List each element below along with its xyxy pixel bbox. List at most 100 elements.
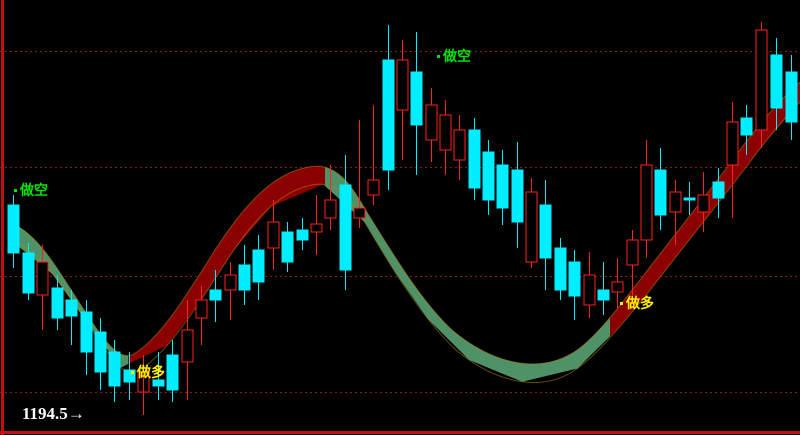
annotation-label: 做多 xyxy=(626,296,654,312)
candle-29 xyxy=(425,88,438,162)
candle-body xyxy=(296,229,309,241)
candle-body xyxy=(353,207,366,219)
candle-body xyxy=(785,71,798,123)
annotation-label: 做空 xyxy=(443,49,471,65)
candle-20 xyxy=(296,218,309,250)
candle-body xyxy=(80,311,93,353)
candle-body xyxy=(65,299,78,317)
candle-body xyxy=(22,252,35,294)
candle-6 xyxy=(94,318,107,390)
candle-54 xyxy=(785,55,798,140)
candle-body xyxy=(152,379,165,387)
candle-8 xyxy=(123,352,136,400)
candle-10 xyxy=(152,352,165,400)
price-value: 1194.5 xyxy=(22,404,68,423)
candle-body xyxy=(281,231,294,263)
annotation-long-2: 做多 xyxy=(620,297,654,311)
candle-52 xyxy=(755,22,768,148)
candle-body xyxy=(310,223,323,233)
candle-47 xyxy=(683,182,696,215)
candle-body xyxy=(755,29,768,131)
candle-43 xyxy=(626,230,639,295)
candle-body xyxy=(382,59,395,171)
price-arrow-icon: → xyxy=(67,404,85,423)
marker-dot xyxy=(437,54,440,58)
candle-7 xyxy=(108,340,121,402)
candle-body xyxy=(123,369,136,383)
candle-36 xyxy=(525,178,538,268)
candle-body xyxy=(683,197,696,201)
candle-body xyxy=(626,239,639,266)
candle-17 xyxy=(252,235,265,300)
candle-53 xyxy=(770,38,783,130)
candle-body xyxy=(324,199,337,219)
candle-body xyxy=(195,299,208,319)
candle-body xyxy=(209,289,222,301)
marker-dot xyxy=(620,301,623,305)
candle-18 xyxy=(267,200,280,270)
candle-body xyxy=(496,164,509,209)
marker-dot xyxy=(131,370,134,374)
candle-46 xyxy=(669,180,682,245)
ribbon-segment-bullish-1 xyxy=(128,166,325,365)
trend-ribbon xyxy=(7,81,800,383)
candle-21 xyxy=(310,195,323,255)
candle-30 xyxy=(439,100,452,175)
candle-48 xyxy=(697,172,710,232)
candle-body xyxy=(669,191,682,213)
candle-32 xyxy=(468,118,481,200)
candle-body xyxy=(568,261,581,297)
candle-11 xyxy=(166,340,179,402)
candle-22 xyxy=(324,165,337,230)
candle-24 xyxy=(353,120,366,228)
annotation-label: 做空 xyxy=(20,183,48,199)
candle-4 xyxy=(65,290,78,345)
price-axis-label: 1194.5→ xyxy=(22,405,85,422)
candle-40 xyxy=(583,252,596,318)
candle-45 xyxy=(654,148,667,230)
candle-body xyxy=(7,204,20,254)
candle-44 xyxy=(640,140,653,258)
ribbon-segment-bullish-3 xyxy=(610,82,800,337)
candle-33 xyxy=(482,140,495,215)
candle-body xyxy=(697,194,710,213)
candle-body xyxy=(94,331,107,373)
candle-body xyxy=(453,129,466,161)
candle-body xyxy=(712,181,725,199)
candle-body xyxy=(511,169,524,223)
marker-dot xyxy=(14,188,17,192)
candle-2 xyxy=(36,245,49,330)
candle-body xyxy=(410,71,423,126)
candle-51 xyxy=(740,105,753,155)
candle-body xyxy=(267,221,280,249)
annotation-short-1: 做空 xyxy=(14,184,48,198)
candle-49 xyxy=(712,168,725,218)
candle-body xyxy=(238,264,251,291)
candle-27 xyxy=(396,40,409,160)
candle-12 xyxy=(181,300,194,400)
candle-body xyxy=(51,287,64,319)
candle-body xyxy=(770,54,783,109)
candle-50 xyxy=(726,102,739,218)
candle-body xyxy=(740,117,753,136)
candle-34 xyxy=(496,150,509,225)
candle-5 xyxy=(80,300,93,375)
candle-body xyxy=(611,281,624,293)
ribbon-segment-bearish-2 xyxy=(325,167,610,382)
candle-1 xyxy=(22,243,35,300)
candle-15 xyxy=(224,262,237,320)
candle-39 xyxy=(568,250,581,320)
annotation-long-1: 做多 xyxy=(131,366,165,380)
candle-13 xyxy=(195,286,208,345)
candle-0 xyxy=(7,195,20,268)
candle-body xyxy=(525,191,538,263)
candle-body xyxy=(439,114,452,151)
candle-41 xyxy=(597,262,610,315)
candle-body xyxy=(108,351,121,387)
candle-16 xyxy=(238,245,251,305)
candle-body xyxy=(166,354,179,391)
annotation-short-2: 做空 xyxy=(437,50,471,64)
candle-body xyxy=(425,104,438,141)
